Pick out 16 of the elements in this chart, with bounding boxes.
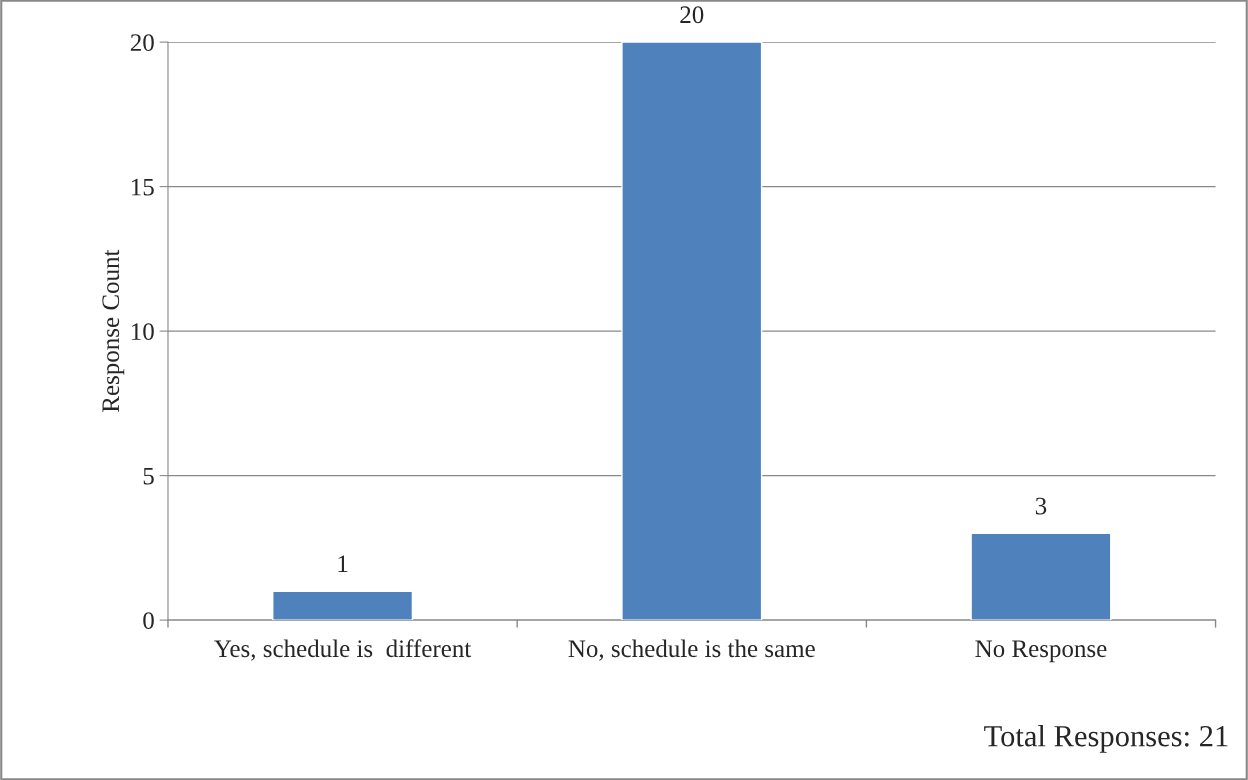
bar xyxy=(272,590,414,621)
x-tick-label: Yes, schedule is different xyxy=(214,639,472,661)
y-tick-label: 5 xyxy=(143,467,154,485)
data-label: 1 xyxy=(338,555,348,572)
text: Total Responses: 21 xyxy=(984,724,1228,753)
x-tick-label: No, schedule is the same xyxy=(568,639,815,661)
y-axis-title: Response Count xyxy=(102,249,125,412)
bar xyxy=(621,42,763,621)
y-tick-label: 10 xyxy=(131,323,154,341)
y-tick-label: 20 xyxy=(130,34,154,52)
data-label: 20 xyxy=(680,6,704,24)
y-tick-label: 15 xyxy=(131,178,154,196)
y-tick-label: 0 xyxy=(143,612,154,630)
bar xyxy=(970,532,1112,621)
data-label: 3 xyxy=(1035,497,1047,515)
x-tick-label: No Response xyxy=(975,640,1107,663)
